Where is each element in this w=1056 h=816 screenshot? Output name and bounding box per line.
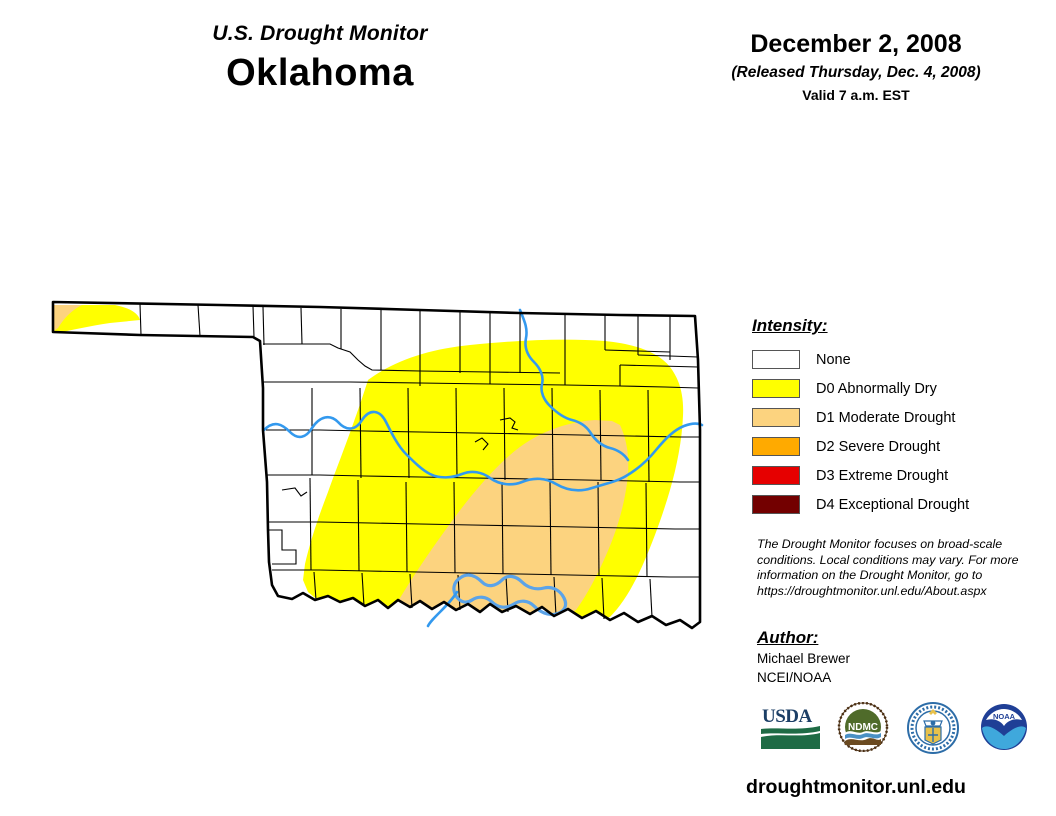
svg-text:USDA: USDA — [762, 706, 813, 727]
d1-area-panhandle-corner — [53, 305, 82, 334]
author-block: Author: Michael Brewer NCEI/NOAA — [757, 628, 1025, 686]
footer-url: droughtmonitor.unl.edu — [746, 776, 966, 798]
legend-label-d0: D0 Abnormally Dry — [816, 380, 937, 397]
author-affiliation: NCEI/NOAA — [757, 670, 832, 685]
ndmc-logo-text: NDMC — [848, 722, 878, 733]
usda-logo: USDA — [760, 702, 822, 755]
legend-title: Intensity: — [752, 316, 828, 335]
legend-swatch-d3 — [752, 466, 800, 485]
legend-item-none: None — [752, 345, 1052, 374]
legend-swatch-d4 — [752, 495, 800, 514]
drought-map — [20, 130, 740, 690]
river-arkansas — [518, 308, 630, 462]
state-title: Oklahoma — [226, 52, 414, 94]
release-date: (Released Thursday, Dec. 4, 2008) — [731, 64, 981, 81]
noaa-logo-text: NOAA — [993, 712, 1016, 721]
legend-label-d1: D1 Moderate Drought — [816, 409, 956, 426]
noaa-logo: NOAA — [977, 702, 1031, 757]
disclaimer-text: The Drought Monitor focuses on broad-sca… — [757, 537, 1019, 598]
river-washita — [426, 590, 459, 628]
legend-label-d2: D2 Severe Drought — [816, 438, 941, 455]
page-title: U.S. Drought Monitor — [212, 22, 428, 45]
legend-swatch-none — [752, 350, 800, 369]
header-left: U.S. Drought Monitor Oklahoma — [0, 22, 640, 95]
county-boundaries — [139, 303, 700, 620]
state-outline — [51, 300, 702, 630]
legend-label-none: None — [816, 351, 851, 368]
logo-row: USDA NDMC — [755, 701, 1040, 764]
legend-label-d4: D4 Exceptional Drought — [816, 496, 970, 513]
legend-item-d3: D3 Extreme Drought — [752, 461, 1052, 490]
legend-swatch-d2 — [752, 437, 800, 456]
author-name: Michael Brewer — [757, 651, 851, 666]
header-right: December 2, 2008 (Released Thursday, Dec… — [660, 30, 1052, 103]
legend-item-d4: D4 Exceptional Drought — [752, 490, 1052, 519]
ndmc-logo: NDMC — [837, 701, 889, 757]
river-cimarron — [262, 410, 704, 492]
legend-item-d1: D1 Moderate Drought — [752, 403, 1052, 432]
legend-swatch-d0 — [752, 379, 800, 398]
legend-item-d0: D0 Abnormally Dry — [752, 374, 1052, 403]
valid-time: Valid 7 a.m. EST — [802, 87, 910, 103]
legend-item-d2: D2 Severe Drought — [752, 432, 1052, 461]
legend: Intensity: None D0 Abnormally Dry D1 Mod… — [752, 316, 1052, 519]
author-title: Author: — [757, 628, 819, 647]
legend-label-d3: D3 Extreme Drought — [816, 467, 949, 484]
legend-swatch-d1 — [752, 408, 800, 427]
map-date: December 2, 2008 — [750, 30, 962, 58]
unl-logo — [905, 702, 961, 759]
